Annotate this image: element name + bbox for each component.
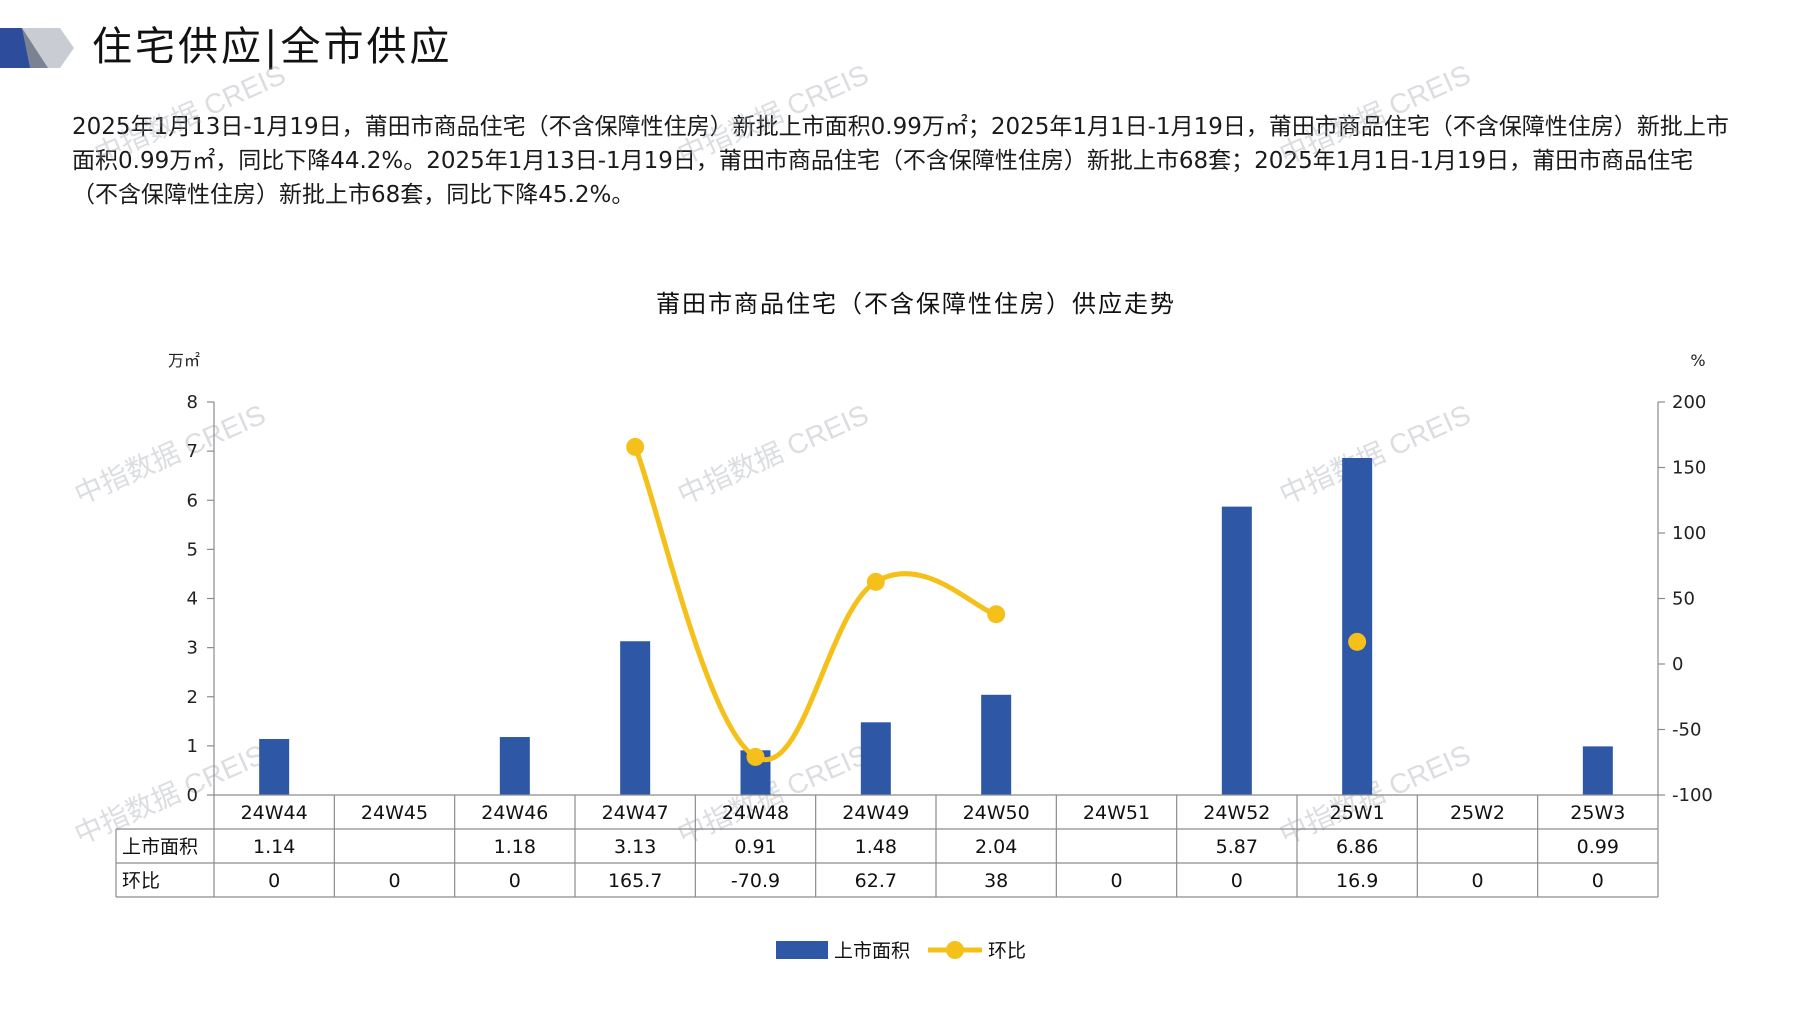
table-cell-area: 0.99 [1577, 836, 1619, 858]
legend-line-marker [946, 941, 964, 959]
table-cell-change: 0 [1110, 870, 1122, 892]
line-point [1348, 632, 1367, 651]
bar-mark [499, 737, 530, 795]
page-title: 住宅供应|全市供应 [92, 24, 453, 70]
bar-mark [981, 694, 1012, 795]
left-tick-label: 8 [187, 392, 198, 413]
left-tick-label: 4 [187, 589, 198, 610]
legend-bar-swatch [776, 941, 828, 959]
table-cell-change: 165.7 [608, 870, 662, 892]
right-tick-label: -50 [1672, 720, 1701, 741]
watermark-text: 中指数据 CREIS [673, 399, 873, 511]
bar-mark [259, 738, 290, 795]
line-point [987, 605, 1006, 624]
bar-mark [1582, 746, 1613, 795]
table-cell-change: 62.7 [855, 870, 897, 892]
table-cell-area: 5.87 [1216, 836, 1258, 858]
line-point [866, 572, 885, 591]
table-cell-area: 1.14 [253, 836, 295, 858]
right-tick-label: 200 [1672, 392, 1706, 413]
category-label: 24W52 [1203, 802, 1270, 824]
bar-mark [860, 722, 891, 795]
left-tick-label: 0 [187, 785, 198, 806]
category-label: 24W46 [481, 802, 548, 824]
table-cell-area: 2.04 [975, 836, 1017, 858]
left-axis-unit: 万㎡ [168, 351, 200, 370]
table-cell-area: 3.13 [614, 836, 656, 858]
category-label: 24W51 [1083, 802, 1150, 824]
left-tick-label: 1 [187, 736, 198, 757]
right-tick-label: 150 [1672, 458, 1706, 479]
line-series [626, 437, 1367, 766]
table-cell-area: 1.18 [494, 836, 536, 858]
table-cell-change: -70.9 [731, 870, 780, 892]
logo-mid-shape [22, 28, 48, 68]
watermark-layer: 中指数据 CREIS 中指数据 CREIS 中指数据 CREIS 中指数据 CREIS… [70, 59, 1475, 851]
line-point [746, 747, 765, 766]
table-cell-change: 0 [1471, 870, 1483, 892]
table-cell-area: 1.48 [855, 836, 897, 858]
category-label: 24W45 [361, 802, 428, 824]
category-label: 24W50 [963, 802, 1030, 824]
table-cell-change: 0 [1231, 870, 1243, 892]
category-label: 24W48 [722, 802, 789, 824]
chart-title: 莆田市商品住宅（不含保障性住房）供应走势 [656, 290, 1176, 318]
right-tick-label: 100 [1672, 523, 1706, 544]
left-tick-label: 6 [187, 490, 198, 511]
bar-series [259, 458, 1613, 795]
table-cell-change: 0 [268, 870, 280, 892]
watermark-text: 中指数据 CREIS [1275, 399, 1475, 511]
table-cell-change: 0 [509, 870, 521, 892]
table-cell-area: 6.86 [1336, 836, 1378, 858]
left-tick-label: 2 [187, 687, 198, 708]
left-tick-label: 7 [187, 441, 198, 462]
right-tick-label: -100 [1672, 785, 1713, 806]
right-axis-unit: % [1690, 351, 1705, 370]
left-tick-label: 5 [187, 539, 198, 560]
page-header: 住宅供应|全市供应 [0, 22, 700, 72]
bar-mark [1342, 458, 1373, 795]
table-cell-change: 0 [1592, 870, 1604, 892]
table-row-header: 环比 [122, 870, 160, 892]
category-label: 25W3 [1570, 802, 1625, 824]
watermark-text: 中指数据 CREIS [1275, 59, 1475, 171]
category-label: 25W2 [1450, 802, 1505, 824]
category-label: 24W47 [602, 802, 669, 824]
category-label: 24W44 [241, 802, 308, 824]
summary-paragraph: 2025年1月13日-1月19日，莆田市商品住宅（不含保障性住房）新批上市面积0… [72, 114, 1729, 208]
table-cell-change: 38 [984, 870, 1008, 892]
right-tick-label: 50 [1672, 589, 1695, 610]
bar-mark [1221, 506, 1252, 795]
brand-logo [0, 28, 74, 68]
table-cell-change: 16.9 [1336, 870, 1378, 892]
watermark-text: 中指数据 CREIS [673, 59, 873, 171]
legend: 上市面积 环比 [776, 940, 1026, 962]
right-tick-label: 0 [1672, 654, 1683, 675]
table-cell-change: 0 [388, 870, 400, 892]
table-cell-area: 0.91 [734, 836, 776, 858]
category-label: 25W1 [1330, 802, 1385, 824]
line-series-path [632, 444, 999, 763]
line-point [626, 437, 645, 456]
left-tick-label: 3 [187, 638, 198, 659]
logo-dark-shape [0, 28, 30, 68]
watermark-text: 中指数据 CREIS [90, 59, 290, 171]
chart-axes [207, 401, 1665, 796]
legend-line-label: 环比 [988, 940, 1026, 962]
legend-bar-label: 上市面积 [834, 940, 910, 962]
watermark-text: 中指数据 CREIS [70, 399, 270, 511]
table-row-header: 上市面积 [122, 836, 198, 858]
data-table: 24W44 24W45 24W46 24W47 24W48 24W49 24W50 24W51… [115, 794, 1659, 898]
category-label: 24W49 [842, 802, 909, 824]
bar-mark [620, 641, 651, 795]
